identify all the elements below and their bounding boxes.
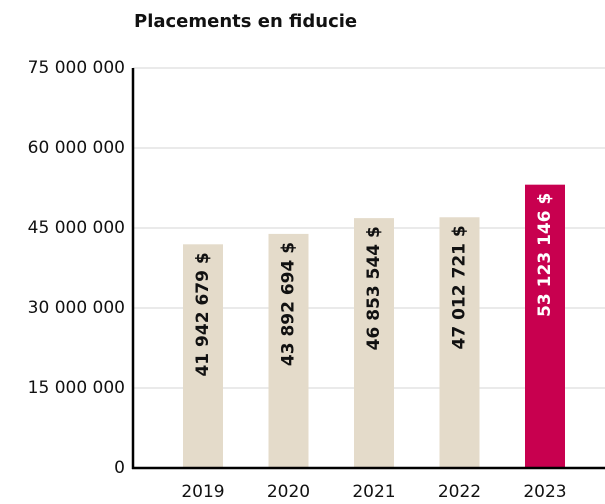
y-tick-label: 0: [114, 458, 125, 478]
y-tick-label: 75 000 000: [28, 58, 125, 78]
x-tick-label: 2022: [438, 482, 481, 502]
y-tick-label: 30 000 000: [28, 298, 125, 318]
y-tick-label: 45 000 000: [28, 218, 125, 238]
chart-title: Placements en fiducie: [134, 11, 357, 32]
value-label: 46 853 544 $: [364, 226, 384, 350]
bar: [183, 244, 223, 468]
y-tick-label: 15 000 000: [28, 378, 125, 398]
value-label: 53 123 146 $: [535, 193, 555, 317]
bar: [354, 218, 394, 468]
y-tick-label: 60 000 000: [28, 138, 125, 158]
bar: [525, 184, 565, 468]
bar: [439, 217, 480, 468]
value-label: 43 892 694 $: [279, 242, 299, 366]
x-tick-label: 2019: [181, 482, 224, 502]
x-tick-label: 2021: [352, 482, 395, 502]
value-label: 41 942 679 $: [193, 252, 213, 376]
bar: [268, 233, 309, 468]
x-tick-label: 2020: [267, 482, 310, 502]
x-tick-label: 2023: [523, 482, 566, 502]
value-label: 47 012 721 $: [450, 225, 470, 349]
